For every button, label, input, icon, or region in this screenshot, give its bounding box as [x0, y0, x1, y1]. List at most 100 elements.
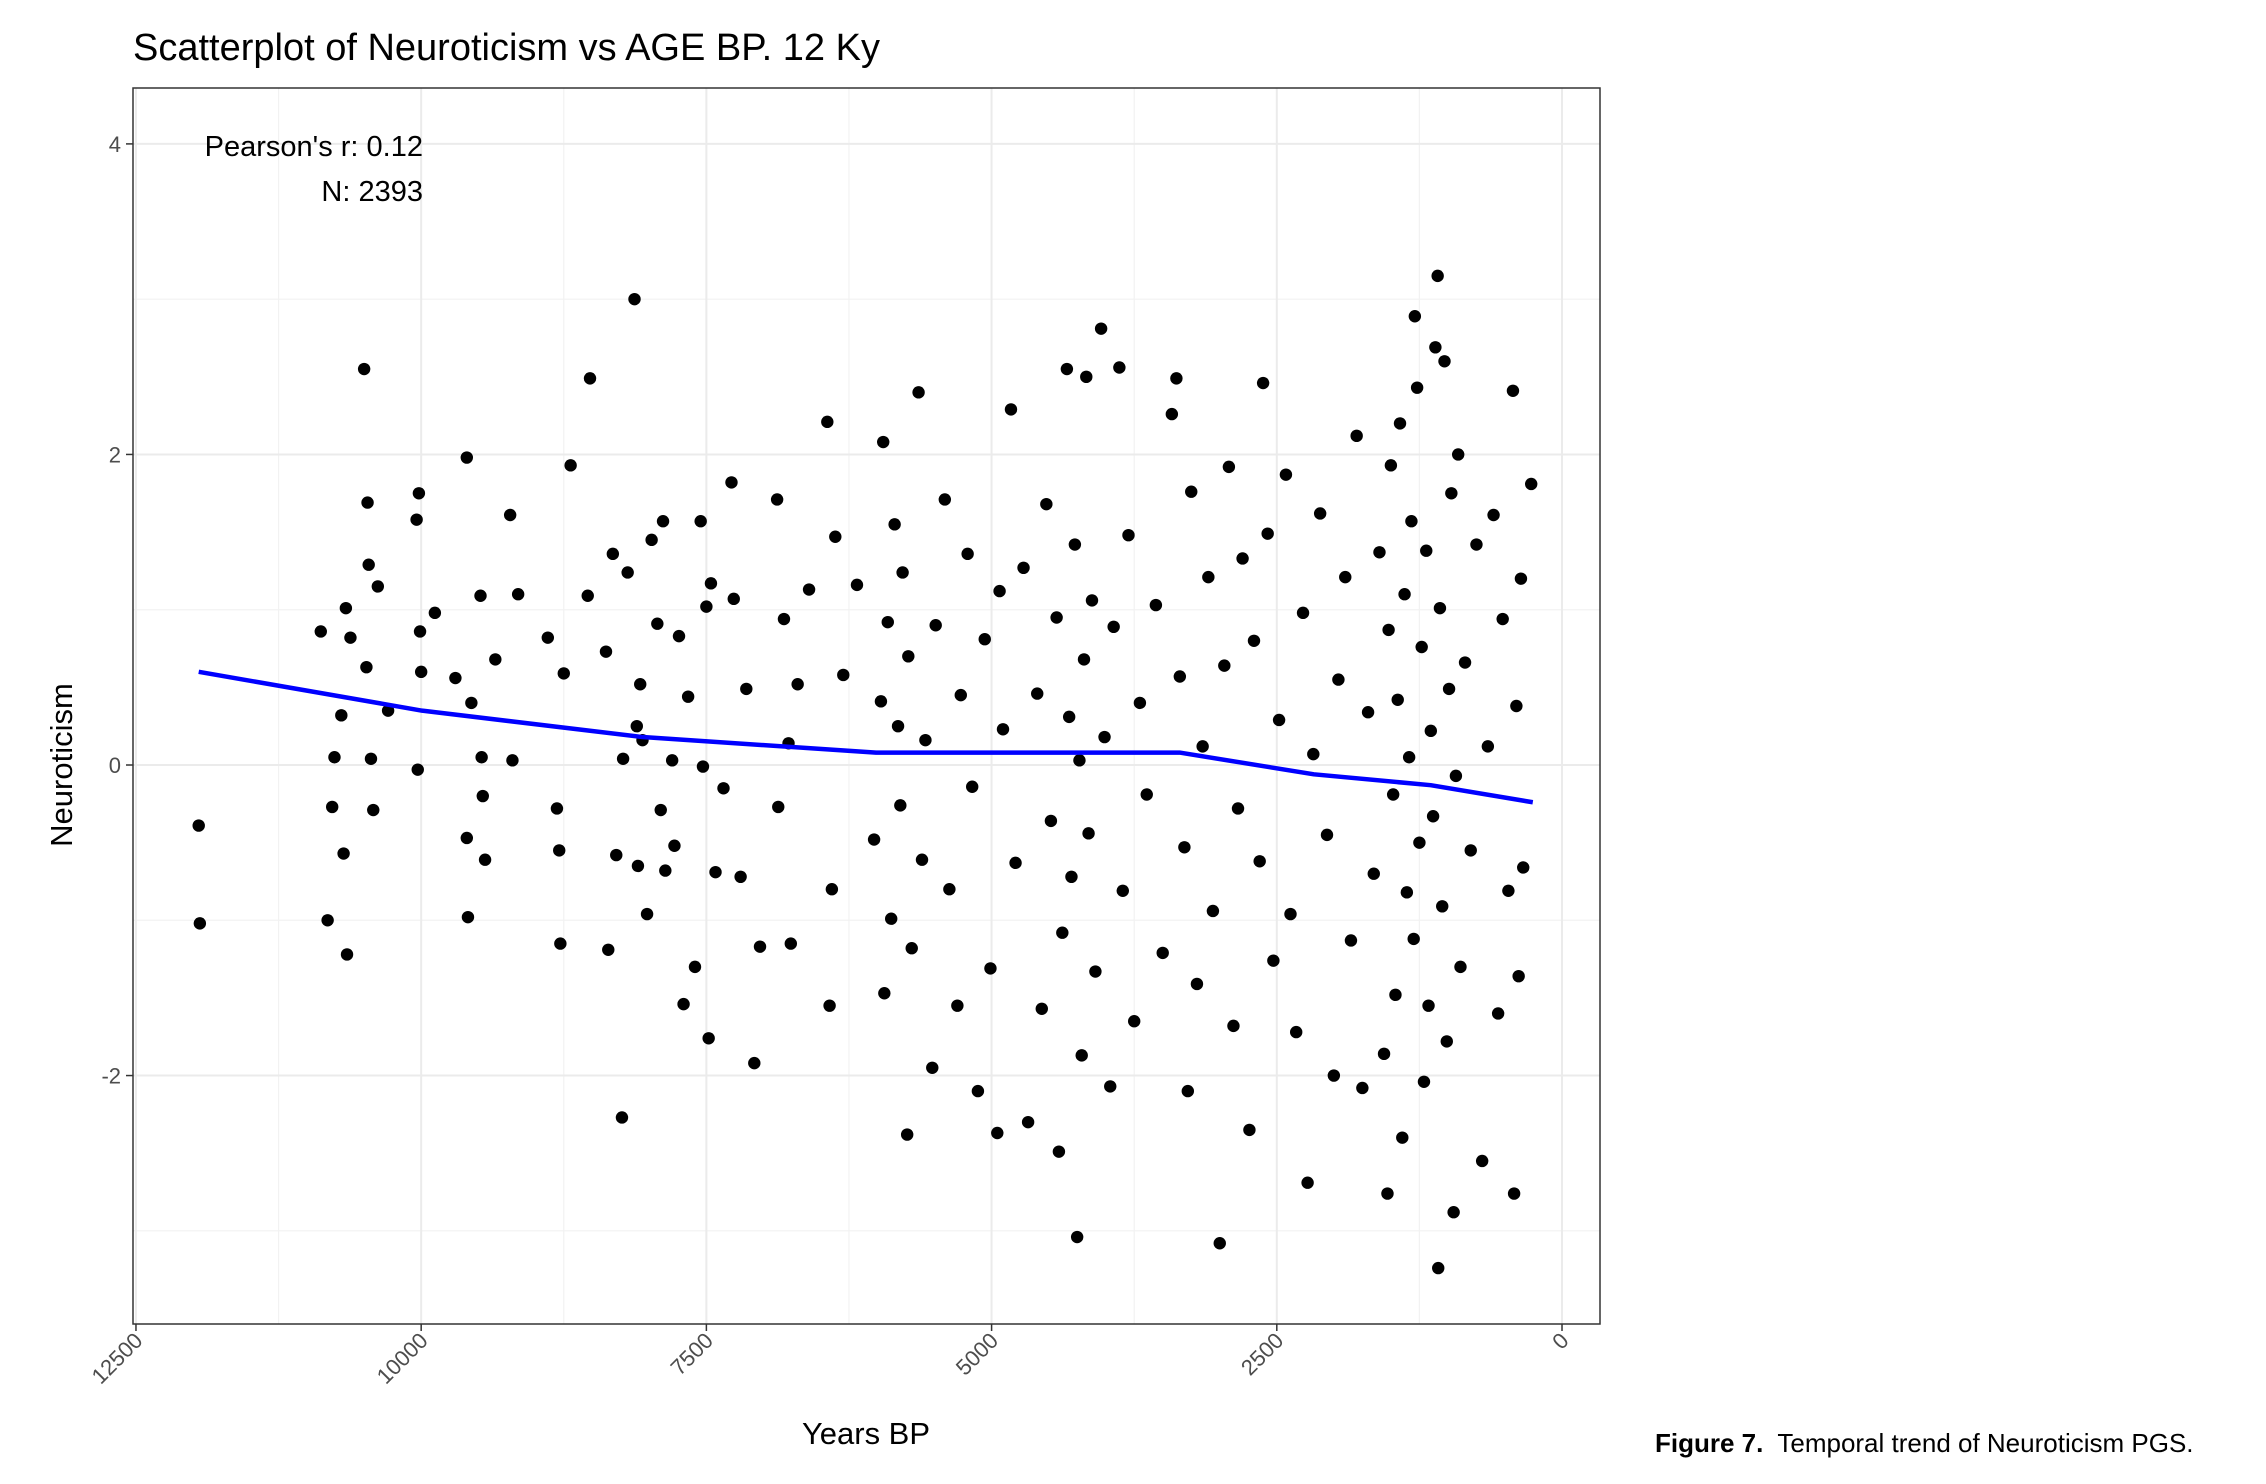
- point: [665, 754, 679, 767]
- point: [1080, 370, 1093, 384]
- point: [541, 631, 555, 644]
- point: [1196, 740, 1209, 753]
- x-tick-label: 10000: [372, 1328, 433, 1389]
- point: [1433, 601, 1447, 615]
- point: [702, 1032, 715, 1045]
- point: [1420, 544, 1433, 557]
- point: [489, 653, 502, 666]
- point: [727, 592, 740, 606]
- point: [656, 515, 670, 528]
- point: [364, 752, 378, 765]
- point: [1407, 932, 1420, 946]
- point: [357, 362, 371, 376]
- point: [1178, 841, 1191, 854]
- point: [1284, 907, 1297, 921]
- point: [1327, 1069, 1341, 1082]
- point: [1350, 429, 1363, 443]
- point: [1502, 884, 1515, 897]
- point: [651, 617, 664, 630]
- point: [837, 668, 850, 682]
- point: [1386, 788, 1400, 801]
- point: [367, 803, 380, 817]
- point: [1377, 1047, 1391, 1061]
- y-axis-label: Neuroticism: [44, 683, 79, 847]
- point: [1165, 407, 1179, 421]
- point: [414, 665, 428, 679]
- chart-title: Scatterplot of Neuroticism vs AGE BP. 12…: [133, 27, 880, 69]
- point: [850, 578, 864, 592]
- point: [993, 584, 1006, 598]
- point: [428, 606, 442, 620]
- point: [672, 629, 686, 643]
- point: [1373, 546, 1386, 559]
- point: [1050, 611, 1063, 624]
- point: [564, 459, 577, 472]
- point: [1094, 322, 1108, 335]
- point: [668, 839, 681, 852]
- point: [825, 883, 839, 896]
- point: [681, 690, 695, 703]
- point: [474, 589, 487, 602]
- point: [465, 696, 478, 710]
- point: [554, 937, 567, 950]
- point: [1339, 570, 1352, 584]
- point: [1156, 946, 1169, 960]
- point: [943, 883, 956, 896]
- point: [704, 577, 718, 590]
- point: [978, 633, 991, 646]
- point: [360, 660, 373, 674]
- point: [1517, 861, 1530, 874]
- point: [634, 678, 647, 691]
- point: [1062, 710, 1076, 724]
- point: [631, 859, 645, 873]
- y-tick-label: 0: [109, 753, 121, 778]
- point: [938, 493, 952, 506]
- point: [1525, 477, 1538, 491]
- point: [1438, 355, 1451, 368]
- point: [991, 1126, 1004, 1140]
- grid: [133, 88, 1600, 1324]
- point: [753, 940, 767, 953]
- point: [1400, 886, 1414, 899]
- point: [1507, 1187, 1521, 1200]
- point: [659, 864, 672, 877]
- point: [1073, 754, 1086, 767]
- point: [1413, 836, 1426, 849]
- point: [1396, 1131, 1409, 1144]
- point: [984, 962, 997, 975]
- point: [1122, 528, 1135, 542]
- point: [709, 865, 722, 879]
- point: [411, 763, 424, 776]
- point: [1393, 417, 1407, 430]
- point: [1432, 1261, 1445, 1275]
- point: [1481, 740, 1495, 753]
- point: [1389, 988, 1402, 1002]
- point: [1381, 1187, 1394, 1200]
- point: [1009, 856, 1022, 870]
- point: [784, 937, 798, 950]
- y-tick-label: 4: [109, 132, 121, 157]
- point: [599, 645, 613, 658]
- point: [628, 292, 641, 306]
- point: [344, 631, 357, 644]
- point: [1289, 1025, 1303, 1039]
- point: [717, 782, 730, 795]
- point: [461, 910, 475, 924]
- point: [821, 415, 834, 429]
- point: [1506, 384, 1520, 397]
- point: [770, 493, 784, 506]
- point: [894, 799, 907, 812]
- point: [478, 853, 492, 866]
- point: [1491, 1007, 1505, 1020]
- point: [1075, 1049, 1088, 1062]
- panel-border: [132, 87, 1601, 1325]
- point: [1149, 598, 1163, 612]
- point: [1405, 515, 1418, 528]
- point: [475, 751, 488, 764]
- point: [1431, 269, 1444, 283]
- point: [645, 533, 658, 547]
- point: [1107, 620, 1120, 634]
- point: [802, 583, 816, 596]
- point: [1170, 372, 1183, 385]
